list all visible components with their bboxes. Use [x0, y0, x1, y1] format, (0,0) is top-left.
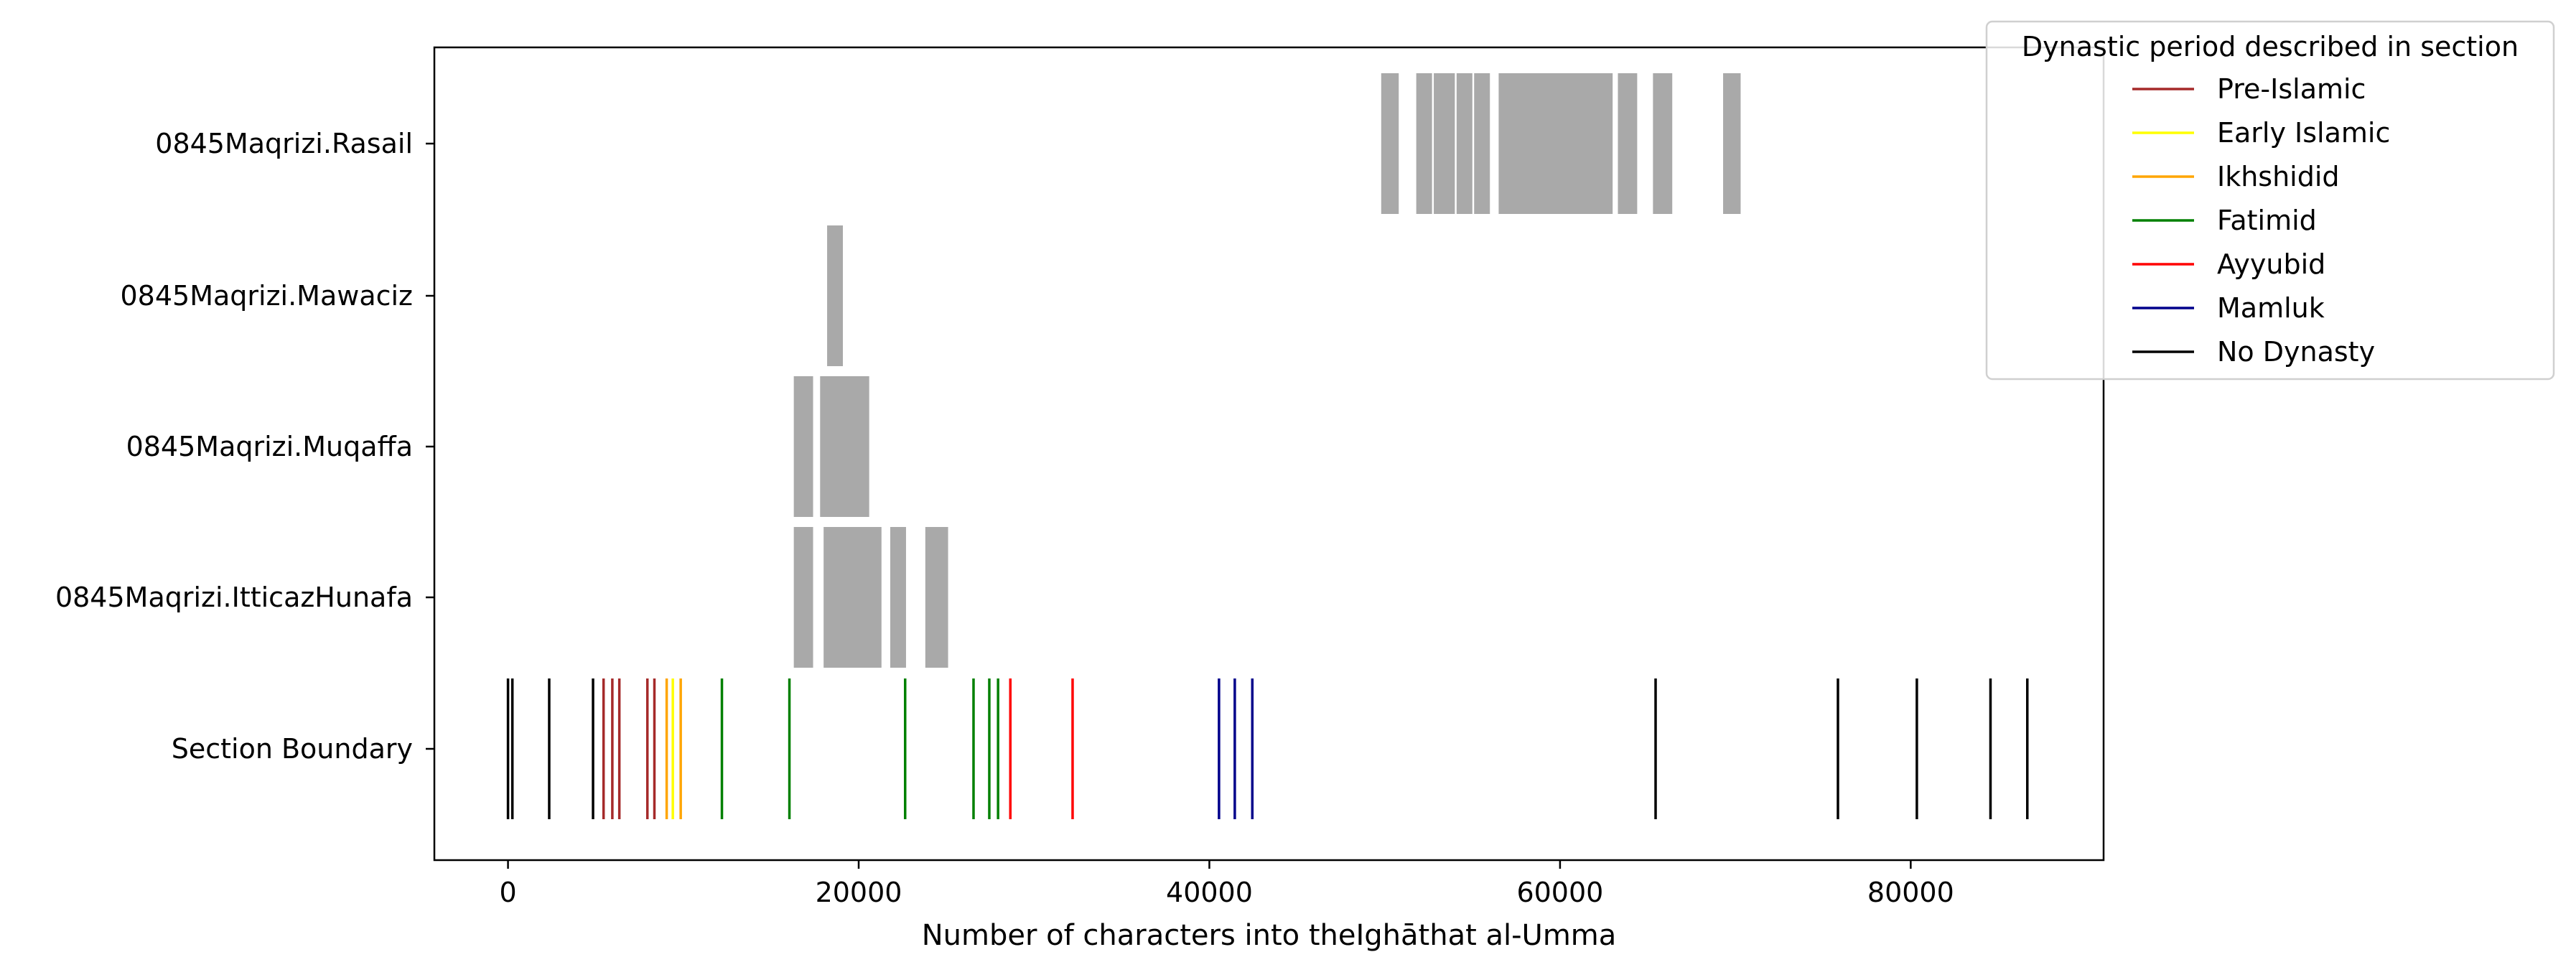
y-tick-label: 0845Maqrizi.Mawaciz [121, 280, 414, 312]
legend-label: No Dynasty [2217, 336, 2375, 368]
legend-label: Pre-Islamic [2217, 73, 2366, 105]
reuse-bar [1618, 73, 1638, 214]
x-axis-title: Number of characters into theIghāthat al… [922, 919, 1617, 952]
x-tick-label: 80000 [1867, 877, 1954, 908]
reuse-bar [890, 527, 906, 668]
legend-title: Dynastic period described in section [2022, 31, 2519, 62]
reuse-bar [1653, 73, 1673, 214]
section-boundary-lines [506, 678, 2029, 819]
reuse-bar [820, 376, 869, 517]
reuse-bar [793, 527, 813, 668]
reuse-bar [793, 376, 813, 517]
y-tick-label: Section Boundary [172, 733, 413, 765]
y-axis: 0845Maqrizi.Rasail 0845Maqrizi.Mawaciz 084… [55, 128, 434, 765]
reuse-bar [827, 225, 844, 366]
x-tick-label: 60000 [1516, 877, 1603, 908]
legend-label: Ayyubid [2217, 248, 2325, 280]
reuse-bar [1434, 73, 1455, 214]
legend-label: Fatimid [2217, 205, 2317, 236]
reuse-bar [823, 527, 882, 668]
x-tick-label: 20000 [816, 877, 902, 908]
reuse-bar [1474, 73, 1490, 214]
reuse-bar [1498, 73, 1613, 214]
legend-label: Early Islamic [2217, 117, 2390, 149]
x-tick-label: 40000 [1166, 877, 1253, 908]
axes-frame [433, 46, 2105, 862]
legend-label: Mamluk [2217, 292, 2325, 324]
y-tick-label: 0845Maqrizi.Muqaffa [126, 431, 413, 462]
reuse-bars [793, 73, 1741, 668]
reuse-bar [1723, 73, 1741, 214]
x-tick-label: 0 [499, 877, 516, 908]
legend-label: Ikhshidid [2217, 161, 2340, 192]
reuse-bar [1456, 73, 1473, 214]
x-axis: 0 20000 40000 60000 80000 [499, 860, 1954, 908]
y-tick-label: 0845Maqrizi.Rasail [155, 128, 413, 159]
reuse-bar [925, 527, 948, 668]
reuse-bar [1416, 73, 1432, 214]
y-tick-label: 0845Maqrizi.IttіcazHunafa [55, 582, 413, 613]
legend: Dynastic period described in section Pre-… [1985, 20, 2555, 381]
reuse-bar [1381, 73, 1399, 214]
legend-box [1985, 20, 2555, 381]
